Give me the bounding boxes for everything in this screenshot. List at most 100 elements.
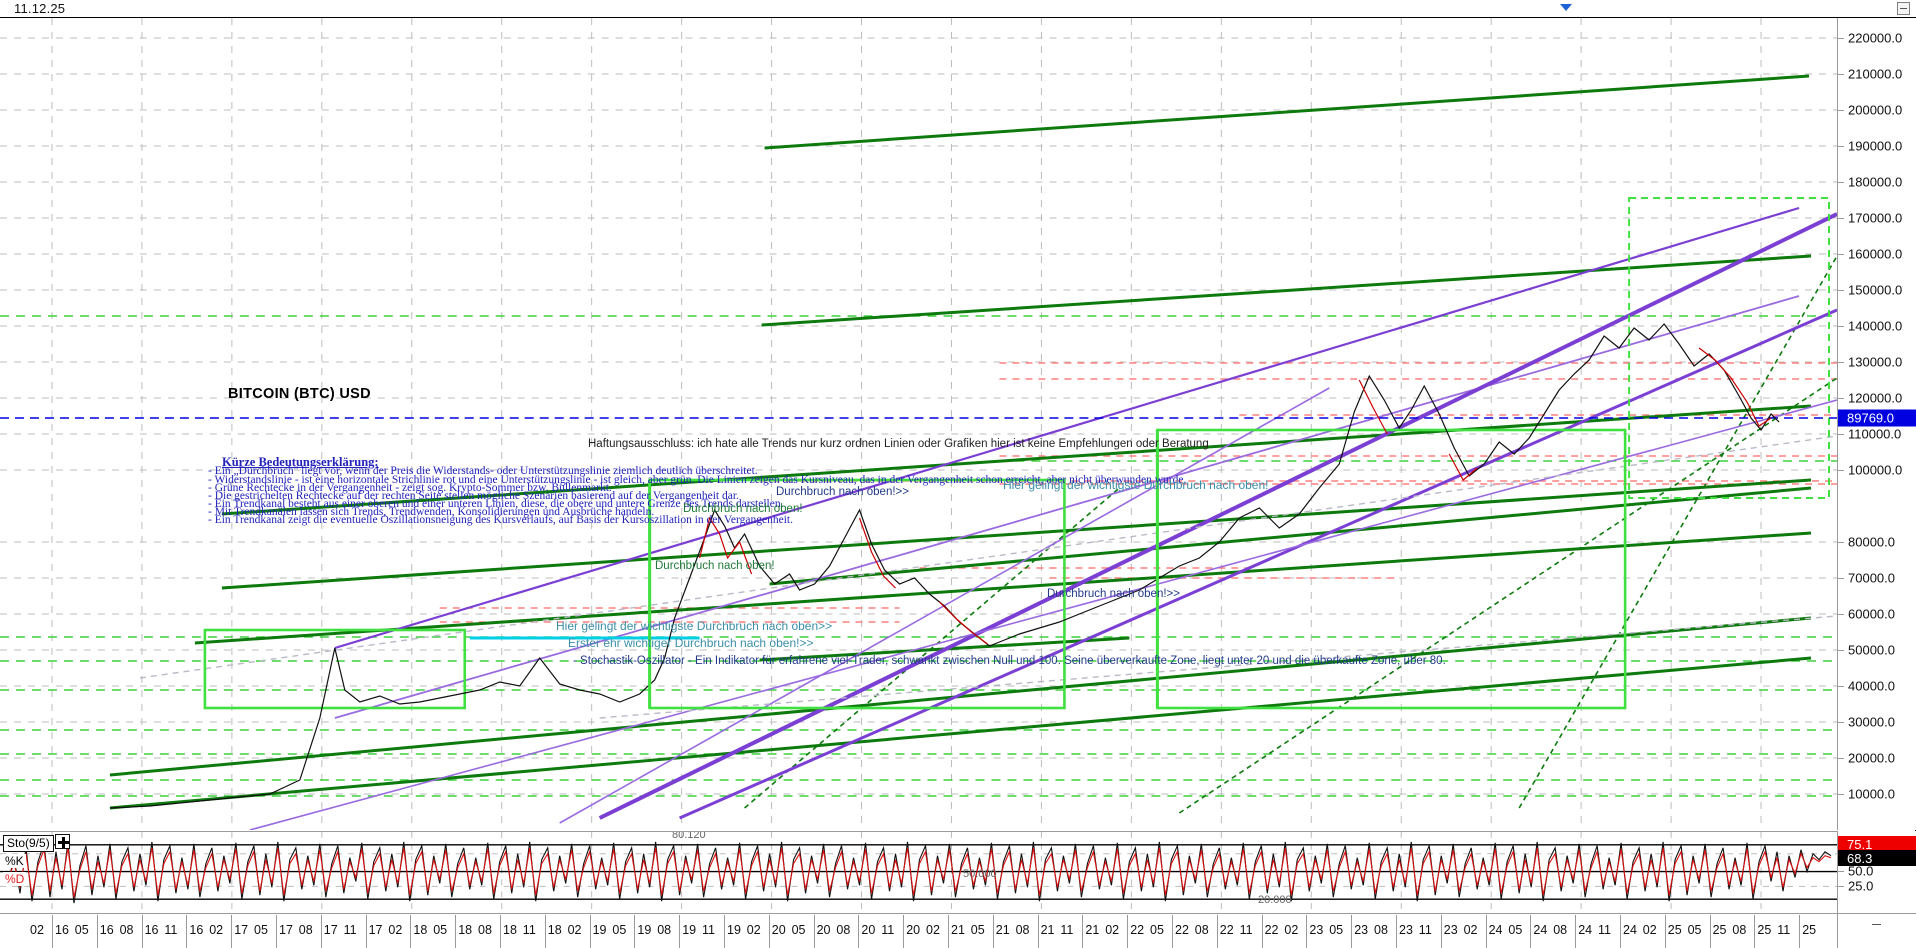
price-candles xyxy=(109,323,1780,809)
chart-instrument-title: BITCOIN (BTC) USD xyxy=(228,386,371,402)
time-axis-year-17: 20 xyxy=(816,923,831,937)
plus-box-icon[interactable] xyxy=(54,834,70,849)
time-axis-month-1: 05 xyxy=(74,923,89,937)
time-axis-separator xyxy=(141,915,143,948)
time-axis-separator xyxy=(1216,915,1218,948)
time-axis-separator xyxy=(1485,915,1487,948)
price-chart-canvas xyxy=(0,18,1837,830)
time-axis-separator xyxy=(903,915,905,948)
time-axis-year-14: 19 xyxy=(682,923,697,937)
time-axis-year-3: 16 xyxy=(189,923,204,937)
time-axis-year-38: 25 xyxy=(1757,923,1772,937)
time-axis-month-10: 08 xyxy=(478,923,492,937)
y-tick-7: 150000.0 xyxy=(1848,282,1903,298)
time-axis-month-7: 11 xyxy=(343,923,357,937)
time-axis-month-22: 08 xyxy=(1015,923,1030,937)
time-axis-separator xyxy=(186,915,188,948)
y-tick-10: 120000.0 xyxy=(1848,390,1903,406)
time-axis-month-16: 02 xyxy=(746,923,761,937)
indicator-axis[interactable]: 75.1 68.3 50.0 25.0 xyxy=(1838,831,1916,913)
time-axis-year-39: 25 xyxy=(1802,923,1817,937)
time-axis-separator xyxy=(813,915,815,948)
y-tick-9: 130000.0 xyxy=(1848,354,1903,370)
stochastic-indicator-panel[interactable]: Sto(9/5) %K %D 80.120 50.000 20.000 xyxy=(0,831,1838,913)
time-axis-month-18: 08 xyxy=(836,923,851,937)
time-axis-separator xyxy=(231,915,233,948)
caret-down-icon[interactable] xyxy=(1560,4,1572,11)
time-axis-year-36: 25 xyxy=(1667,923,1682,937)
title-bar: 11.12.25 xyxy=(0,0,1916,18)
time-axis-year-0: 16 xyxy=(55,923,69,937)
time-axis-month-9: 05 xyxy=(433,923,448,937)
y-tick-19: 20000.0 xyxy=(1848,750,1895,766)
time-axis-year-9: 18 xyxy=(458,923,473,937)
time-axis-year-12: 19 xyxy=(592,923,607,937)
time-axis-separator xyxy=(1396,915,1397,948)
time-axis-year-19: 20 xyxy=(906,923,921,937)
time-axis-year-30: 23 xyxy=(1399,923,1413,937)
time-axis-separator xyxy=(992,915,994,948)
time-axis-year-26: 22 xyxy=(1219,923,1234,937)
projection-lines xyxy=(139,435,1837,719)
time-axis-year-23: 21 xyxy=(1085,923,1100,937)
time-axis-separator xyxy=(410,915,412,948)
percent-d-value-badge: 68.3 xyxy=(1838,850,1916,866)
time-axis-separator xyxy=(1037,915,1039,948)
time-axis-year-32: 24 xyxy=(1488,923,1503,937)
y-tick-4: 180000.0 xyxy=(1848,174,1903,190)
time-axis-year-6: 17 xyxy=(323,923,338,937)
time-axis-month-21: 05 xyxy=(970,923,985,937)
time-axis-separator xyxy=(858,915,860,948)
time-axis-year-5: 17 xyxy=(279,923,293,937)
percent-d-label: %D xyxy=(3,872,27,886)
time-axis-year-34: 24 xyxy=(1578,923,1593,937)
indicator-legend[interactable]: Sto(9/5) %K %D xyxy=(3,834,70,888)
time-axis-month-0: 02 xyxy=(30,923,44,937)
y-tick-20: 10000.0 xyxy=(1848,786,1895,802)
time-axis-separator xyxy=(1172,915,1173,948)
time-axis-month-27: 11 xyxy=(1239,923,1253,937)
percent-d-line xyxy=(7,847,1832,898)
time-axis-year-7: 17 xyxy=(368,923,383,937)
y-tick-5: 170000.0 xyxy=(1848,210,1903,226)
horizontal-gridlines xyxy=(0,37,1837,795)
time-axis-month-23: 11 xyxy=(1060,923,1074,937)
time-axis-month-19: 11 xyxy=(881,923,895,937)
time-axis-year-11: 18 xyxy=(547,923,562,937)
time-axis-month-26: 08 xyxy=(1194,923,1209,937)
time-axis-year-22: 21 xyxy=(1040,923,1055,937)
time-axis-month-11: 11 xyxy=(522,923,536,937)
axis-corner xyxy=(1838,913,1916,948)
time-axis-separator xyxy=(948,915,949,948)
price-axis[interactable]: 220000.0 210000.0 200000.0 190000.0 1800… xyxy=(1838,18,1916,830)
time-axis[interactable]: 02 16 05 16 08 16 11 16 02 17 05 17 08 17 11 17 02 18 05 18… xyxy=(0,913,1838,948)
indicator-name-label[interactable]: Sto(9/5) xyxy=(3,835,54,852)
time-axis-separator xyxy=(1664,915,1666,948)
price-chart-panel[interactable]: BITCOIN (BTC) USD Kürze Bedeutungserklär… xyxy=(0,18,1838,830)
time-axis-year-15: 19 xyxy=(727,923,741,937)
time-axis-year-1: 16 xyxy=(99,923,114,937)
time-axis-separator xyxy=(1799,915,1801,948)
minimize-icon[interactable] xyxy=(1897,2,1910,15)
time-axis-separator xyxy=(1261,915,1263,948)
time-axis-year-13: 19 xyxy=(637,923,652,937)
time-axis-month-36: 02 xyxy=(1642,923,1657,937)
percent-k-label: %K xyxy=(3,854,26,868)
time-axis-year-37: 25 xyxy=(1712,923,1727,937)
time-axis-year-27: 22 xyxy=(1264,923,1279,937)
time-axis-separator xyxy=(1620,915,1621,948)
time-axis-separator xyxy=(589,915,591,948)
time-axis-separator xyxy=(1127,915,1129,948)
y-tick-12: 100000.0 xyxy=(1848,462,1903,478)
time-axis-month-4: 02 xyxy=(209,923,224,937)
time-axis-month-39: 11 xyxy=(1777,923,1791,937)
time-axis-separator xyxy=(1530,915,1532,948)
time-axis-year-20: 21 xyxy=(951,923,965,937)
time-axis-month-32: 02 xyxy=(1463,923,1478,937)
trend-lines-purple xyxy=(249,206,1837,830)
time-axis-month-14: 08 xyxy=(657,923,672,937)
y-tick-6: 160000.0 xyxy=(1848,246,1903,262)
indicator-tick-50: 50.0 xyxy=(1848,863,1874,879)
time-axis-month-28: 02 xyxy=(1284,923,1299,937)
